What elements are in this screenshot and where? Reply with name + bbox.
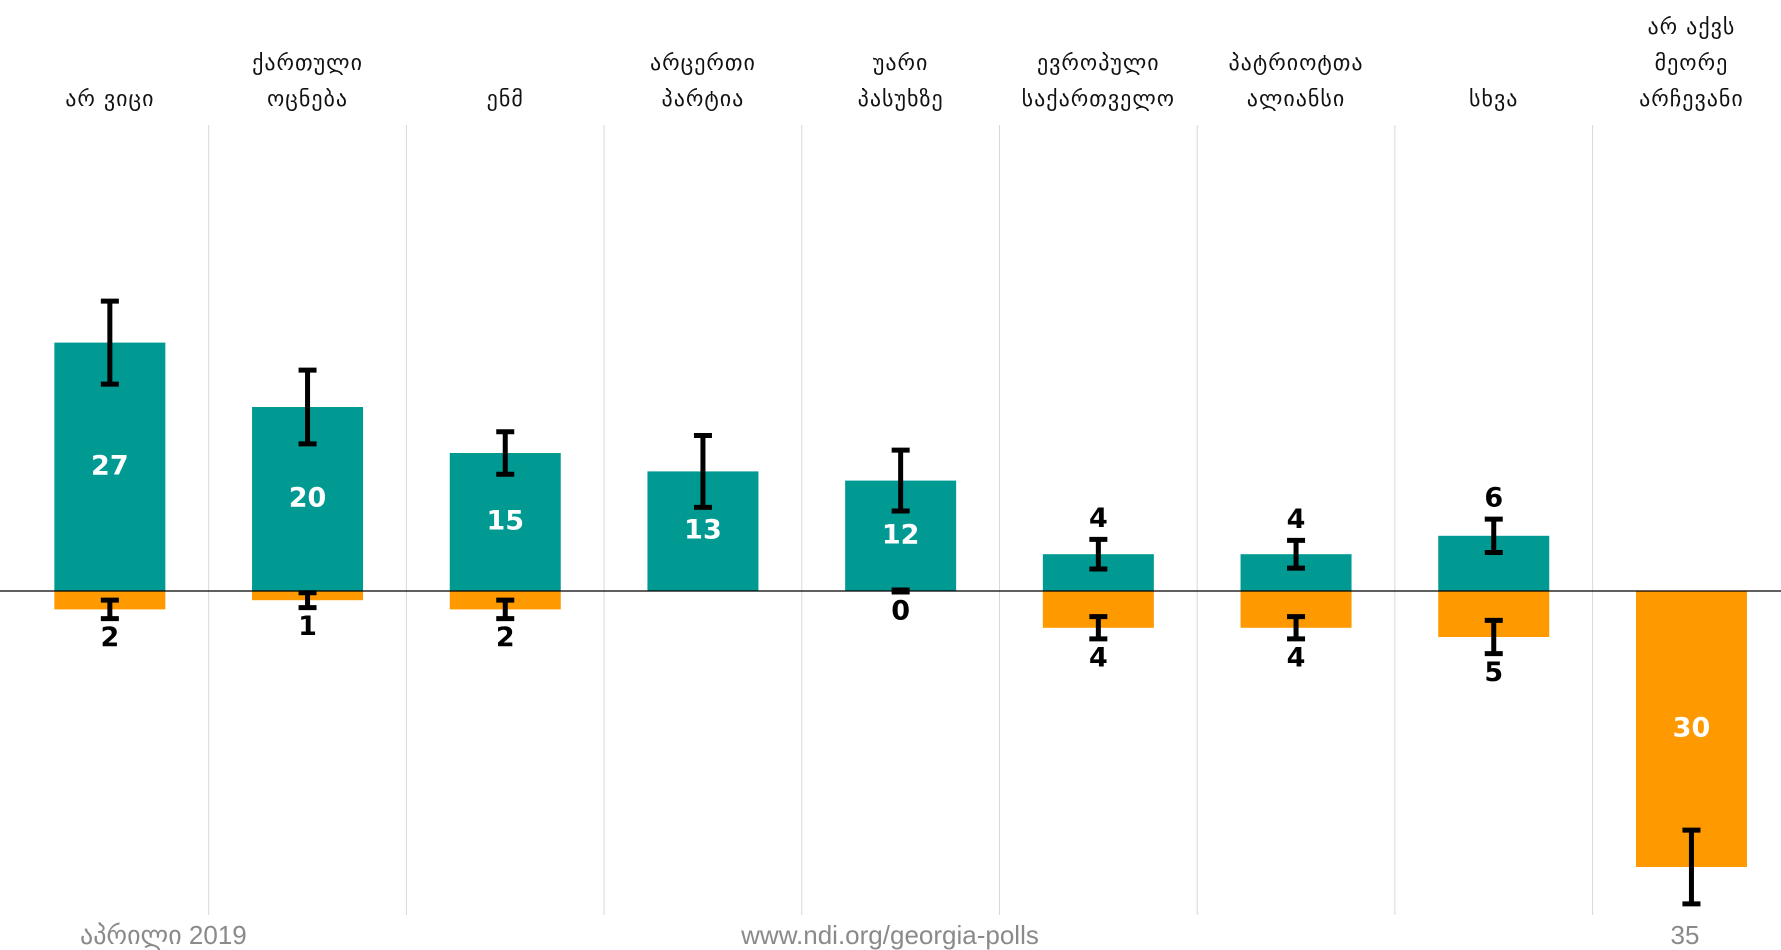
error-bar bbox=[298, 367, 317, 447]
category-label: ოცნება bbox=[267, 87, 348, 112]
error-bar bbox=[100, 298, 119, 387]
error-bar bbox=[496, 597, 515, 622]
category-label: ქართული bbox=[252, 51, 363, 76]
value-label: 13 bbox=[684, 515, 722, 546]
value-label: 4 bbox=[1287, 642, 1306, 673]
value-label: 30 bbox=[1673, 713, 1711, 744]
error-bar bbox=[1089, 614, 1108, 642]
value-label: 4 bbox=[1089, 503, 1108, 534]
category-label: მეორე bbox=[1655, 51, 1729, 76]
category-label: უარი bbox=[873, 51, 929, 76]
value-label: 4 bbox=[1287, 504, 1306, 535]
category-label: ევროპული bbox=[1037, 51, 1160, 76]
category-label: საქართველო bbox=[1022, 87, 1175, 112]
error-bar bbox=[1484, 516, 1503, 555]
error-bar bbox=[1287, 537, 1306, 571]
category-label: ენმ bbox=[487, 87, 524, 112]
value-label: 5 bbox=[1484, 657, 1503, 688]
value-label: 6 bbox=[1484, 483, 1503, 514]
value-label: 0 bbox=[891, 596, 910, 627]
category-label: პატრიოტთა bbox=[1228, 51, 1363, 76]
bar bbox=[1635, 591, 1747, 867]
category-label: არჩევანი bbox=[1639, 87, 1744, 112]
category-label: არ ვიცი bbox=[65, 87, 154, 112]
value-label: 4 bbox=[1089, 642, 1108, 673]
value-label: 1 bbox=[298, 611, 317, 642]
footer-date: აპრილი 2019 bbox=[80, 920, 247, 950]
category-label: პარტია bbox=[662, 87, 745, 112]
error-bar bbox=[1287, 614, 1306, 642]
value-label: 12 bbox=[882, 519, 920, 550]
error-bar bbox=[298, 590, 317, 611]
category-label: პასუხზე bbox=[858, 87, 944, 112]
value-label: 2 bbox=[496, 622, 515, 653]
error-bar bbox=[1089, 536, 1108, 572]
value-label: 2 bbox=[100, 622, 119, 653]
category-label: სხვა bbox=[1469, 87, 1518, 112]
category-label: არცერთი bbox=[650, 51, 756, 76]
error-bar bbox=[100, 597, 119, 622]
page-number: 35 bbox=[1671, 920, 1700, 950]
error-bar bbox=[693, 432, 712, 510]
footer-url: www.ndi.org/georgia-polls bbox=[740, 920, 1039, 950]
value-label: 20 bbox=[289, 483, 327, 514]
error-bar bbox=[496, 429, 515, 477]
category-label: ალიანსი bbox=[1247, 87, 1346, 112]
error-bar bbox=[1484, 617, 1503, 657]
category-label: არ აქვს bbox=[1647, 15, 1735, 40]
error-bar bbox=[1682, 827, 1701, 907]
error-bar bbox=[891, 447, 910, 514]
value-label: 27 bbox=[91, 450, 129, 481]
value-label: 15 bbox=[486, 506, 524, 537]
